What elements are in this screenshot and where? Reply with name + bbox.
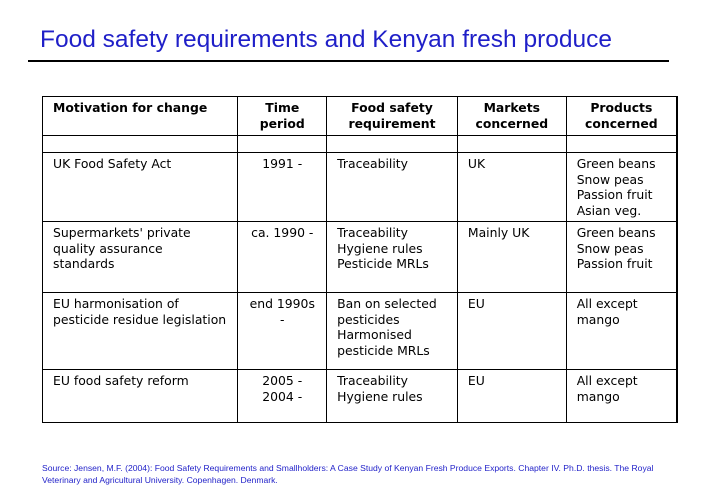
source-citation: Source: Jensen, M.F. (2004): Food Safety… bbox=[42, 463, 654, 485]
slide-title: Food safety requirements and Kenyan fres… bbox=[40, 26, 613, 53]
header-time-period: Time period bbox=[237, 96, 328, 136]
motivation-cell: EU food safety reform bbox=[41, 369, 239, 423]
table-row: EU food safety reform 2005 - 2004 - Trac… bbox=[41, 369, 678, 423]
header-motivation: Motivation for change bbox=[41, 96, 239, 136]
title-divider bbox=[28, 60, 669, 62]
spacer-cell bbox=[565, 135, 678, 153]
requirement-cell: Traceability Hygiene rules Pesticide MRL… bbox=[326, 221, 458, 293]
requirement-cell: Traceability Hygiene rules bbox=[326, 369, 458, 423]
products-cell: Green beans Snow peas Passion fruit Asia… bbox=[565, 152, 678, 222]
time-period-cell: end 1990s - bbox=[237, 292, 328, 370]
spacer-cell bbox=[326, 135, 458, 153]
table-spacer-row bbox=[41, 135, 678, 153]
motivation-cell: EU harmonisation of pesticide residue le… bbox=[41, 292, 239, 370]
time-period-cell: ca. 1990 - bbox=[237, 221, 328, 293]
products-cell: Green beans Snow peas Passion fruit bbox=[565, 221, 678, 293]
products-cell: All except mango bbox=[565, 369, 678, 423]
table-row: UK Food Safety Act 1991 - Traceability U… bbox=[41, 152, 678, 222]
header-markets-concerned: Markets concerned bbox=[456, 96, 567, 136]
table-row: Supermarkets' private quality assurance … bbox=[41, 221, 678, 293]
table-row: EU harmonisation of pesticide residue le… bbox=[41, 292, 678, 370]
requirements-table: Motivation for change Time period Food s… bbox=[41, 96, 678, 423]
markets-cell: EU bbox=[456, 292, 567, 370]
markets-cell: Mainly UK bbox=[456, 221, 567, 293]
markets-cell: EU bbox=[456, 369, 567, 423]
header-food-safety-requirement: Food safety requirement bbox=[326, 96, 458, 136]
motivation-cell: Supermarkets' private quality assurance … bbox=[41, 221, 239, 293]
products-cell: All except mango bbox=[565, 292, 678, 370]
markets-cell: UK bbox=[456, 152, 567, 222]
spacer-cell bbox=[237, 135, 328, 153]
requirement-cell: Ban on selected pesticides Harmonised pe… bbox=[326, 292, 458, 370]
motivation-cell: UK Food Safety Act bbox=[41, 152, 239, 222]
time-period-cell: 1991 - bbox=[237, 152, 328, 222]
table-header-row: Motivation for change Time period Food s… bbox=[41, 96, 678, 136]
spacer-cell bbox=[41, 135, 239, 153]
requirement-cell: Traceability bbox=[326, 152, 458, 222]
header-products-concerned: Products concerned bbox=[565, 96, 678, 136]
time-period-cell: 2005 - 2004 - bbox=[237, 369, 328, 423]
spacer-cell bbox=[456, 135, 567, 153]
